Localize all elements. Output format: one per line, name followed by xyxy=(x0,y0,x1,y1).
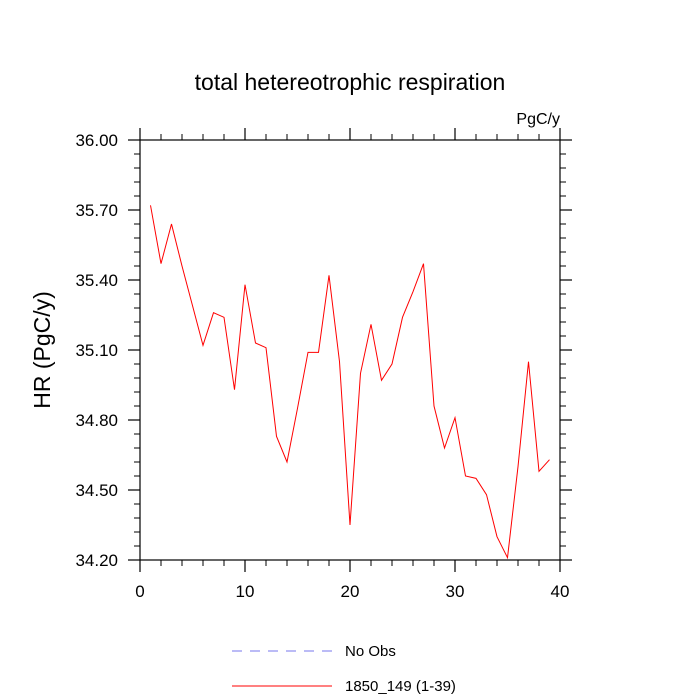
chart-title: total hetereotrophic respiration xyxy=(195,69,506,95)
legend: No Obs 1850_149 (1-39) xyxy=(232,643,456,695)
units-label: PgC/y xyxy=(516,111,560,128)
x-tick-label: 10 xyxy=(236,582,255,601)
y-tick-label: 35.40 xyxy=(75,271,118,290)
legend-label-series: 1850_149 (1-39) xyxy=(345,678,456,695)
series-layer xyxy=(150,205,550,560)
x-tick-label: 30 xyxy=(446,582,465,601)
y-tick-label: 36.00 xyxy=(75,131,118,150)
y-tick-label: 35.10 xyxy=(75,341,118,360)
x-tick-label: 0 xyxy=(135,582,144,601)
x-tick-label: 20 xyxy=(341,582,360,601)
plot-frame xyxy=(139,139,561,561)
legend-label-no-obs: No Obs xyxy=(345,643,396,660)
y-tick-label: 35.70 xyxy=(75,201,118,220)
y-tick-label: 34.50 xyxy=(75,481,118,500)
axis-ticks xyxy=(128,128,572,572)
y-tick-label: 34.80 xyxy=(75,411,118,430)
series-line xyxy=(150,205,550,560)
y-tick-label: 34.20 xyxy=(75,551,118,570)
y-axis-label: HR (PgC/y) xyxy=(29,291,55,409)
x-tick-label: 40 xyxy=(551,582,570,601)
tick-labels: 0 10 20 30 40 34.20 34.50 34.80 35.10 35.40 35.70 3… xyxy=(75,131,569,601)
